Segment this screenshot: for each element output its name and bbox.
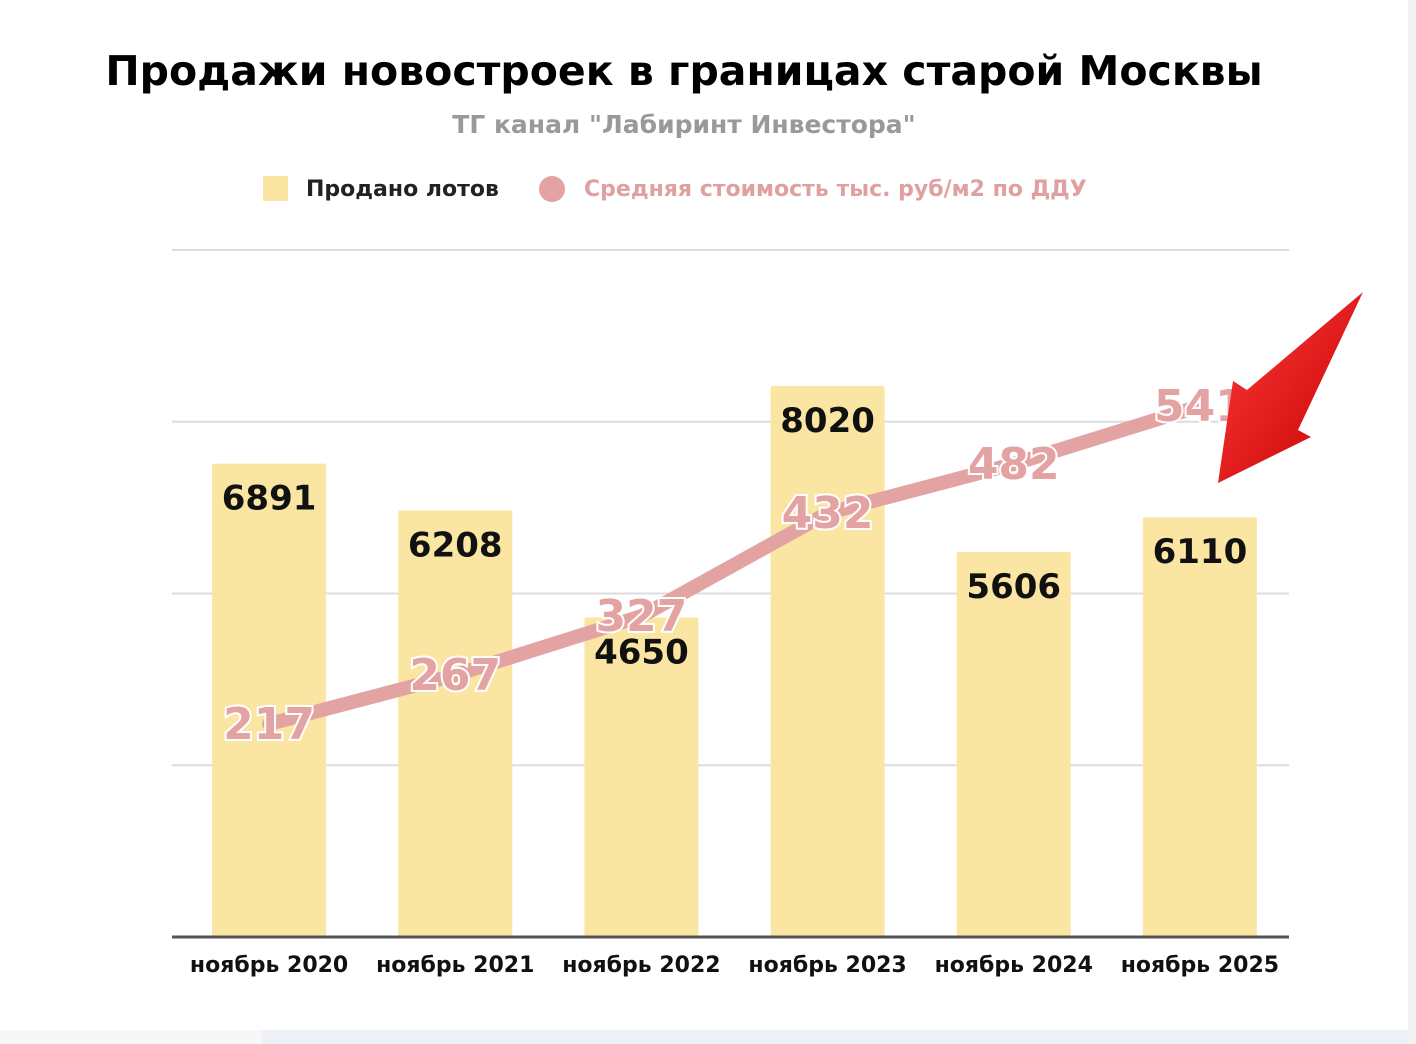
bottom-strip-left (0, 1030, 262, 1044)
legend-label-line: Средняя стоимость тыс. руб/м2 по ДДУ (584, 177, 1087, 202)
x-tick-labels: ноябрь 2020 ноябрь 2021 ноябрь 2022 ноябрь … (190, 953, 1279, 978)
price-point (825, 511, 830, 516)
price-value-label: 432 (782, 488, 874, 539)
bar (584, 617, 699, 937)
price-point (639, 614, 644, 619)
bar-value-label: 6891 (222, 479, 317, 519)
chart-subtitle: ТГ канал "Лабиринт Инвестора" (452, 110, 915, 139)
price-value-label: 327 (595, 591, 687, 642)
bar (398, 510, 513, 937)
bar-data-labels: 6891 6208 4650 8020 5606 6110 (222, 401, 1247, 673)
bar-value-label: 8020 (780, 401, 875, 441)
bar (956, 551, 1071, 937)
x-tick-label: ноябрь 2021 (376, 953, 534, 978)
bars (212, 386, 1257, 937)
price-value-label: 267 (409, 650, 501, 701)
bar-value-label: 6110 (1153, 532, 1248, 572)
right-edge (1408, 0, 1416, 1044)
price-value-label: 217 (223, 699, 315, 750)
price-value-label: 482 (968, 439, 1060, 490)
legend-swatch-bars (263, 176, 288, 201)
bar (770, 386, 885, 937)
price-point (267, 722, 272, 727)
bottom-strip (262, 1030, 1416, 1044)
bar (212, 463, 327, 937)
x-tick-label: ноябрь 2025 (1121, 953, 1279, 978)
price-point (1197, 404, 1202, 409)
price-point (1011, 461, 1016, 466)
x-tick-label: ноябрь 2020 (190, 953, 348, 978)
bar-value-label: 4650 (594, 633, 689, 673)
red-arrow-annotation (1218, 292, 1363, 483)
legend: Продано лотов Средняя стоимость тыс. руб… (263, 176, 1087, 202)
x-tick-label: ноябрь 2022 (562, 953, 720, 978)
bar-value-label: 6208 (408, 526, 503, 566)
chart-title: Продажи новостроек в границах старой Мос… (105, 47, 1262, 95)
bar-value-label: 5606 (966, 567, 1061, 607)
price-line (262, 399, 1207, 732)
x-tick-label: ноябрь 2023 (748, 953, 906, 978)
bar (1142, 517, 1257, 937)
legend-label-bars: Продано лотов (306, 177, 499, 202)
x-tick-label: ноябрь 2024 (935, 953, 1093, 978)
price-point (453, 672, 458, 677)
price-line-path (262, 399, 1207, 732)
gridlines (172, 249, 1289, 767)
legend-swatch-line (539, 176, 565, 202)
